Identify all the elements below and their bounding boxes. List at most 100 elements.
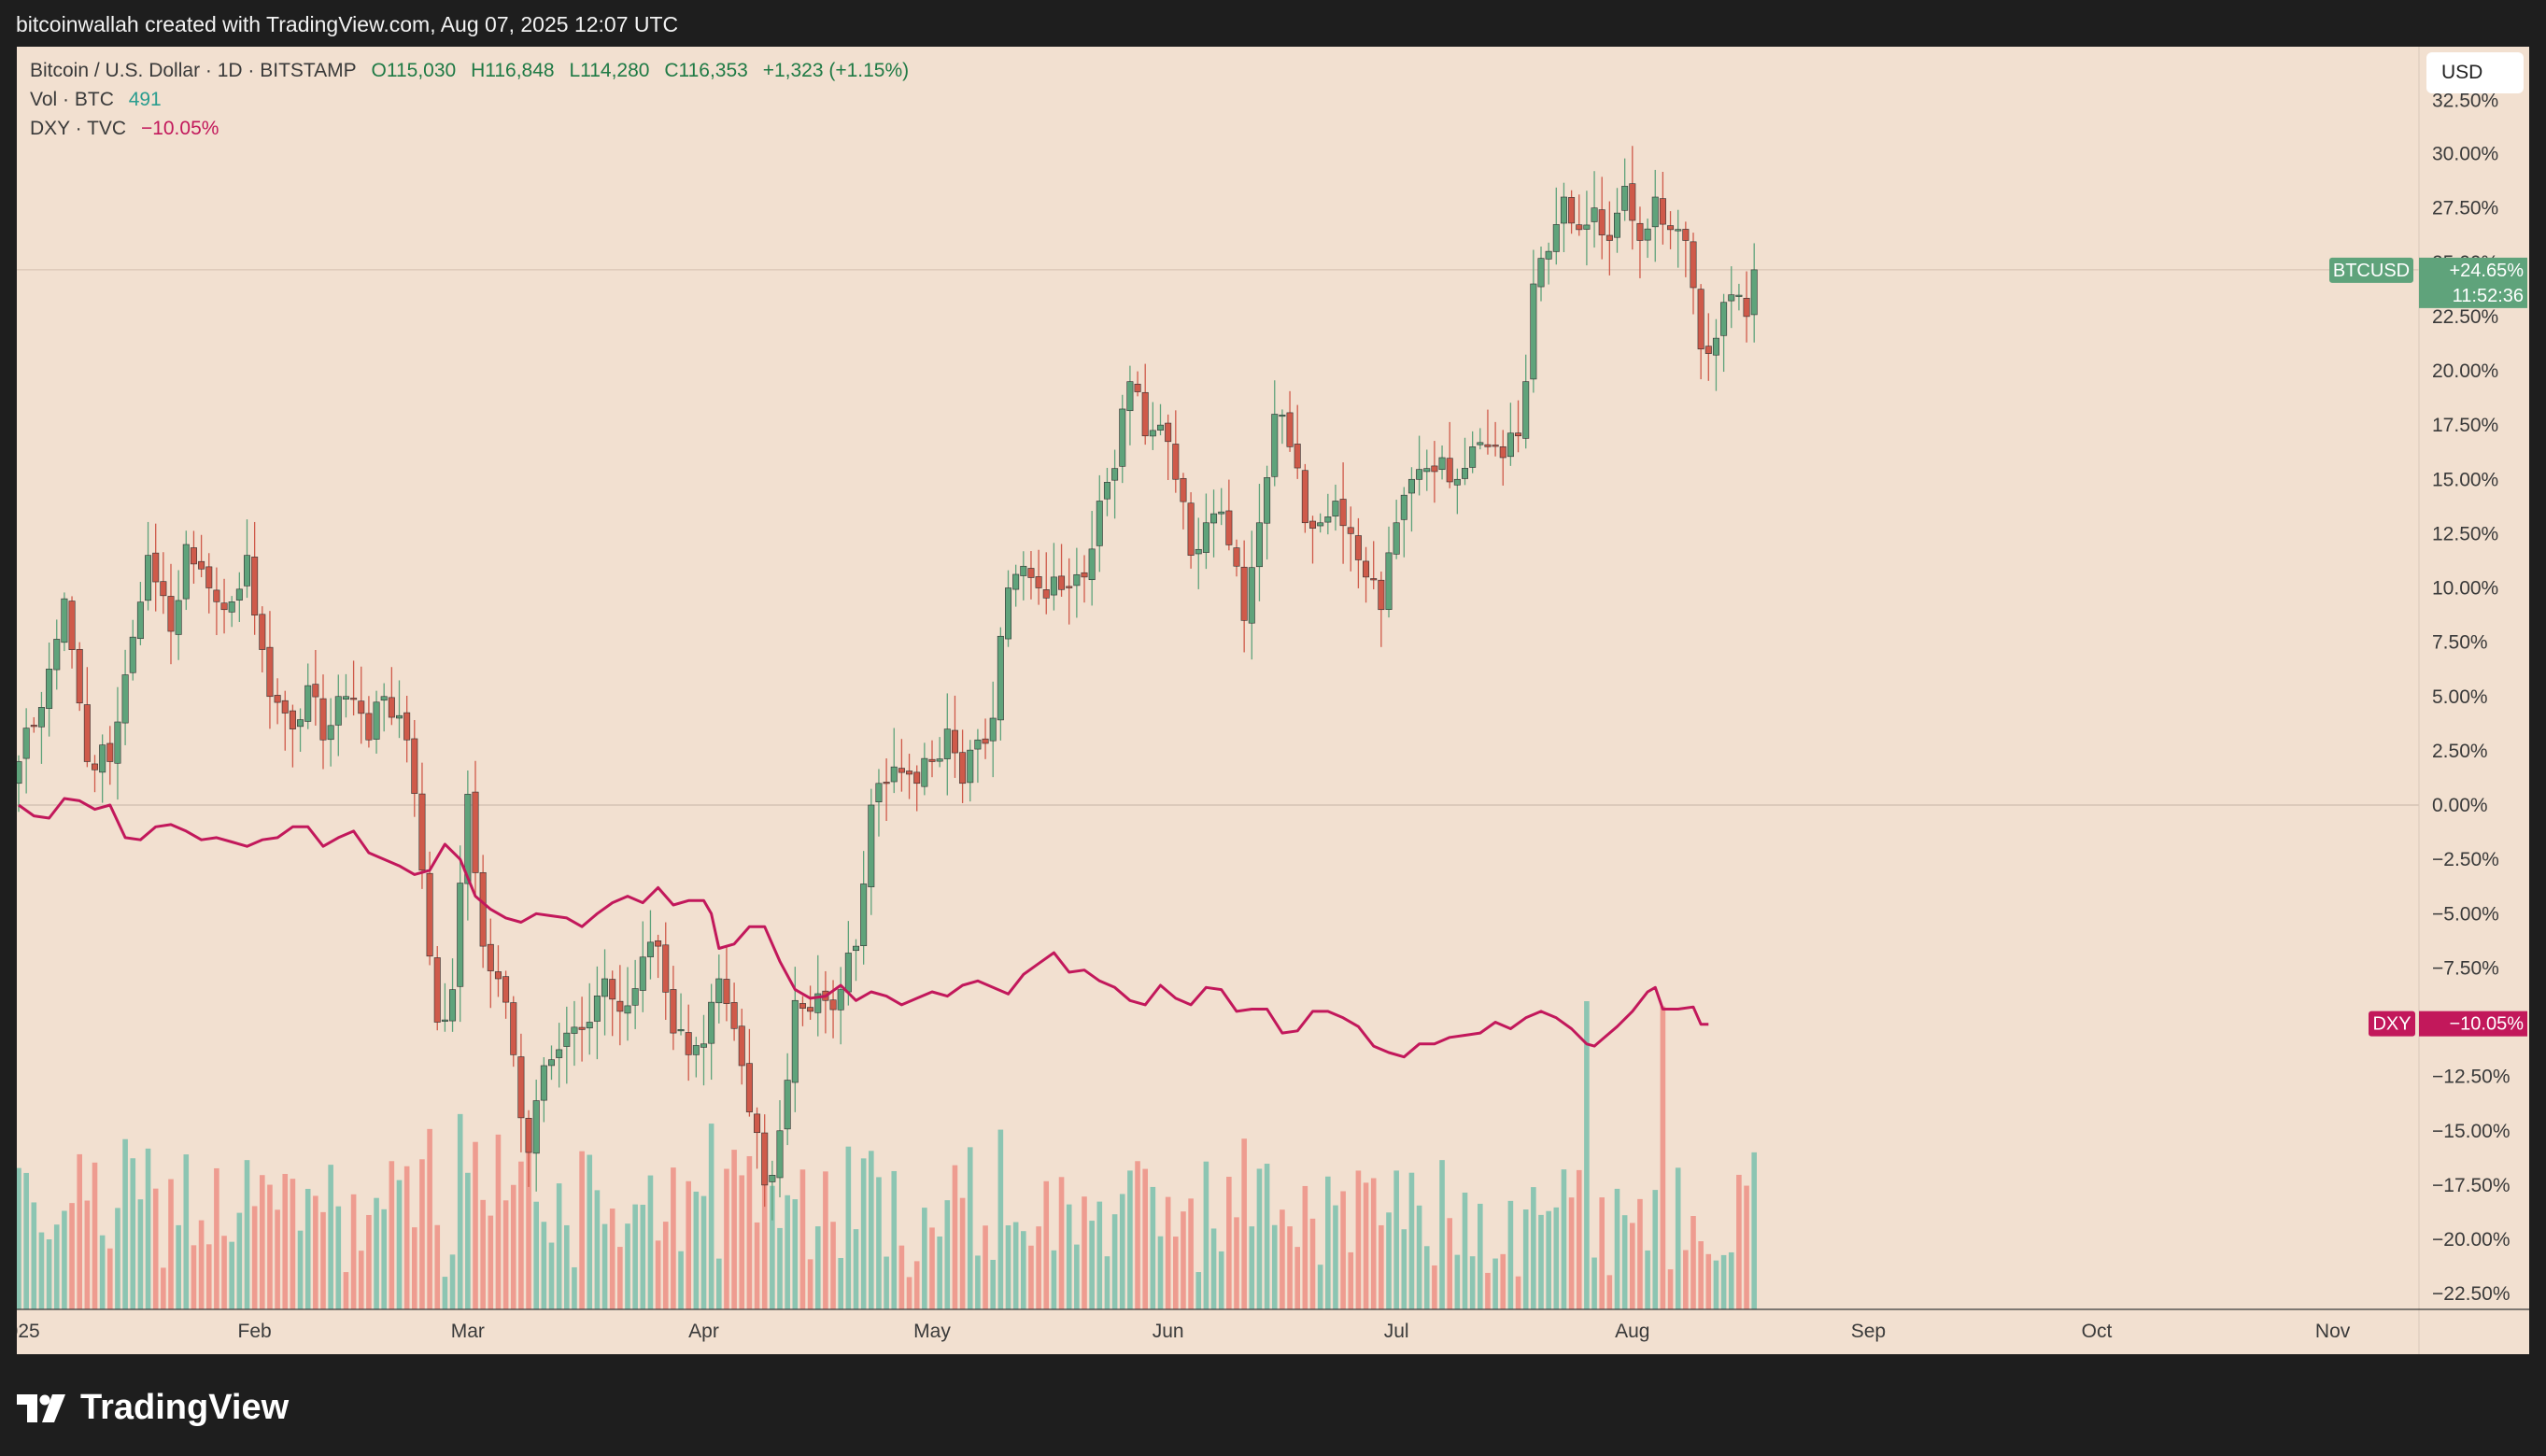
volume-bar [1333,1205,1338,1309]
candle [1728,266,1735,329]
candle [1165,414,1172,481]
candle-body [1317,522,1324,527]
candle-body [22,728,30,759]
candle-body [646,941,654,957]
candle [114,686,121,800]
candle-body [433,957,441,1023]
volume-bar [1234,1217,1239,1309]
candle-body [441,1019,448,1022]
candle [1050,543,1057,611]
volume-bar [1302,1185,1308,1309]
volume-bar [290,1179,296,1309]
candle [1081,555,1088,603]
volume-bar [1127,1170,1133,1309]
candle-body [1423,468,1431,473]
candle [883,758,890,821]
candle-body [53,639,61,671]
candle-body [1621,186,1629,211]
volume-bar [427,1128,432,1309]
candle-body [1225,510,1233,545]
candle-body [1552,224,1560,252]
legend-volume-value: 491 [128,89,162,110]
candle-body [494,971,502,980]
candle-body [1629,183,1636,221]
candle [655,934,662,979]
tradingview-logo[interactable]: TradingView [17,1388,289,1428]
candle-body [1515,432,1522,437]
candle-body [563,1032,571,1047]
candle-body [943,728,951,759]
x-tick-label: Nov [2315,1321,2351,1342]
volume-bar [1256,1168,1263,1309]
volume-bar [579,1151,585,1309]
candle-body [1750,269,1758,316]
candle [350,660,358,716]
volume-bar [366,1214,372,1309]
candle-body [1042,589,1050,599]
chart-area[interactable]: 32.50%30.00%27.50%25.00%22.50%20.00%17.5… [17,47,2529,1354]
candle-body [1416,469,1423,480]
volume-bar [1294,1247,1300,1309]
candle [418,762,426,889]
candle-body [510,1002,517,1055]
currency-button[interactable]: USD [2426,52,2524,93]
candle [540,1056,547,1123]
candle-body [1614,212,1621,238]
candle [890,728,898,794]
volume-bar [655,1240,661,1309]
candle [745,1028,753,1117]
candle-body [540,1065,547,1101]
candle-body [829,999,837,1011]
candle-body [472,791,479,873]
candle [46,642,53,737]
candle [175,570,182,660]
candle-body [1301,470,1308,524]
candle-body [814,993,822,1013]
volume-bar [38,1232,45,1309]
legend-dxy[interactable]: DXY · TVC −10.05% [30,118,228,140]
volume-bar [1379,1224,1384,1309]
volume-bar [1348,1251,1354,1309]
volume-bar [1241,1138,1247,1309]
candle [906,754,913,799]
candle [129,619,136,681]
candle [563,1006,571,1084]
candle [1111,449,1119,519]
candle [776,1100,784,1198]
y-tick-label: 27.50% [2432,198,2498,219]
candle-body [1583,224,1591,230]
candle-body [205,566,213,588]
candle-body [342,696,349,700]
dxy-symbol-text: DXY [2372,1014,2411,1035]
candle [1202,493,1209,570]
candle-body [1484,444,1492,447]
candle [106,726,114,785]
volume-bar [442,1277,448,1309]
volume-bar [898,1245,905,1309]
candle-body [761,1132,769,1186]
volume-bar [161,1267,166,1309]
candle-body [791,999,799,1083]
candle [289,704,296,768]
volume-bar [275,1209,280,1309]
candle-body [677,1029,685,1032]
candle [525,1110,532,1187]
candle-body [1453,478,1461,486]
candle-body [807,1007,814,1012]
candlestick-chart[interactable]: 32.50%30.00%27.50%25.00%22.50%20.00%17.5… [17,47,2529,1354]
volume-bar [1157,1236,1164,1309]
candle-body [1605,234,1613,241]
legend-main[interactable]: Bitcoin / U.S. Dollar · 1D · BITSTAMP O1… [30,60,918,82]
volume-bar [564,1224,570,1309]
legend-volume[interactable]: Vol · BTC 491 [30,89,171,111]
volume-bar [823,1171,828,1309]
candle-body [1066,586,1073,588]
candle-body [244,555,251,587]
candle [959,729,967,803]
candle-body [860,883,868,947]
candle [631,959,639,1029]
volume-bar [944,1200,951,1309]
volume-bar [320,1211,326,1309]
dxy-line [18,797,1709,1059]
candle [1286,390,1294,452]
